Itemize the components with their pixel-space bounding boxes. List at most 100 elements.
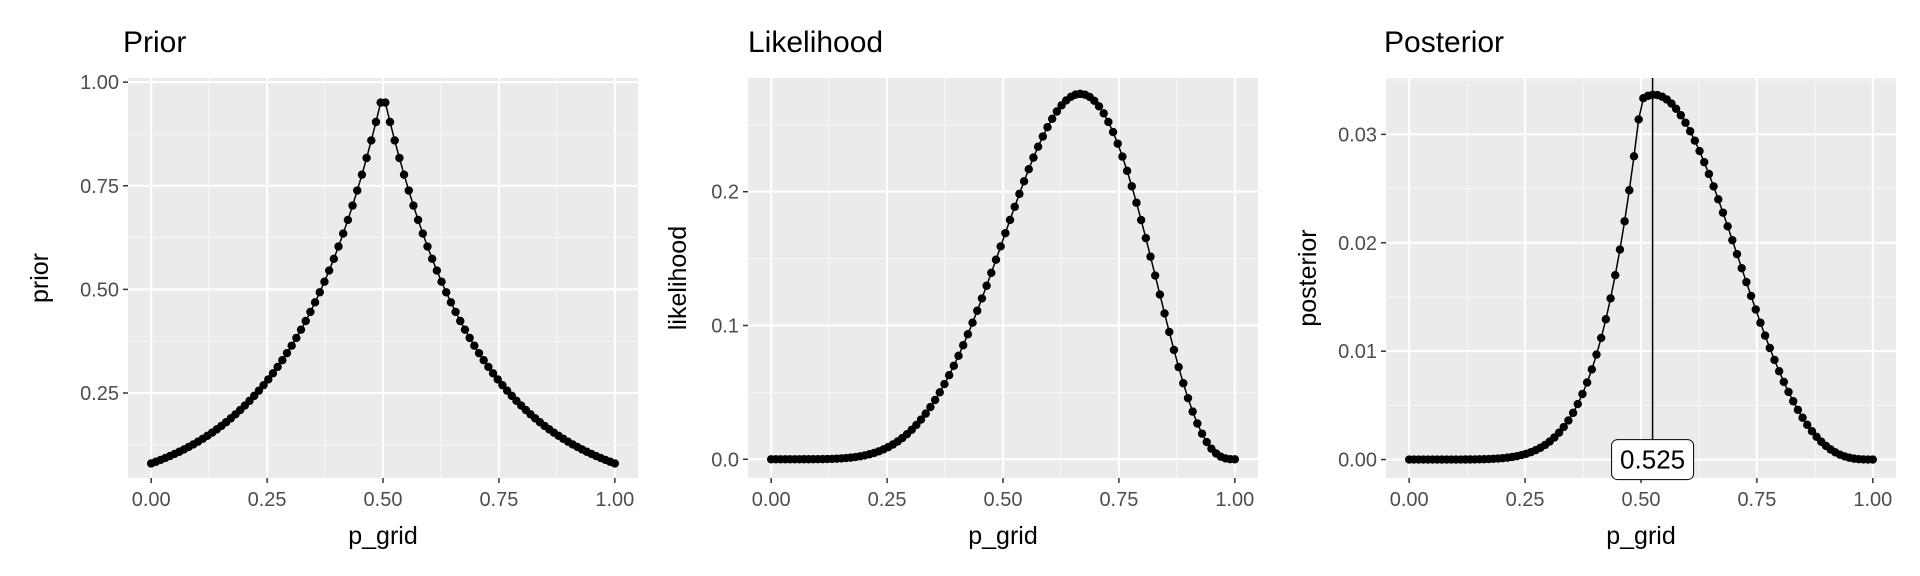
data-point — [1146, 252, 1155, 261]
data-point — [1010, 202, 1019, 211]
x-tick-label: 0.00 — [752, 489, 791, 511]
data-point — [1029, 153, 1038, 162]
y-axis-label: likelihood — [664, 226, 692, 330]
chart-prior: Prior 0.00 0.25 0.50 0.75 1.00 0.25 0.50 0.75 1.0… — [26, 26, 638, 550]
chart-title: Prior — [123, 26, 186, 59]
x-tick-label: 1.00 — [1853, 489, 1892, 511]
data-point — [390, 136, 399, 145]
y-tick-label: 0.2 — [711, 182, 739, 204]
data-point — [1141, 233, 1151, 243]
data-point — [1732, 249, 1742, 259]
chart-likelihood: Likelihood 0.00 0.25 0.50 0.75 1.00 0.0 0.1 0.2 p… — [664, 26, 1258, 550]
data-point — [334, 242, 343, 251]
data-point — [488, 369, 498, 378]
data-point — [278, 356, 287, 365]
data-point — [362, 153, 371, 163]
data-point — [982, 281, 991, 290]
data-point — [930, 395, 940, 405]
data-point — [1554, 428, 1564, 437]
data-point — [1151, 271, 1160, 280]
data-point — [404, 186, 413, 195]
data-point — [442, 288, 451, 297]
data-point — [1132, 198, 1141, 207]
data-point — [921, 409, 930, 418]
data-point — [944, 371, 954, 380]
data-point — [963, 330, 973, 339]
data-point — [1620, 217, 1629, 226]
data-point — [926, 402, 935, 412]
y-tick-label: 0.03 — [1338, 124, 1377, 146]
data-point — [1043, 122, 1052, 132]
data-point — [470, 341, 479, 350]
data-point — [1033, 142, 1043, 151]
data-point — [1695, 146, 1704, 156]
data-point — [1634, 115, 1643, 124]
data-point — [264, 375, 273, 384]
data-point — [493, 375, 502, 384]
data-point — [1798, 413, 1807, 422]
data-point — [273, 362, 282, 372]
data-point — [1756, 318, 1765, 327]
data-point — [1728, 235, 1737, 245]
data-point — [1174, 362, 1183, 372]
data-point — [1155, 290, 1165, 299]
data-point — [310, 298, 320, 307]
data-point — [287, 341, 296, 350]
x-axis-label: p_grid — [1606, 522, 1676, 550]
chart-posterior: Posterior 0.00 0.25 0.50 0.75 1.00 0.00 0.01 0.0… — [1294, 26, 1896, 550]
data-point — [1803, 420, 1812, 430]
y-tick-label: 0.02 — [1338, 233, 1377, 255]
data-point — [1047, 114, 1057, 124]
x-tick-label: 0.25 — [1506, 489, 1545, 511]
x-tick-label: 0.75 — [1099, 489, 1138, 511]
data-point — [484, 362, 493, 372]
data-point — [348, 201, 357, 210]
data-point — [987, 268, 996, 278]
data-point — [357, 170, 367, 179]
data-point — [1582, 378, 1592, 387]
data-point — [437, 277, 446, 286]
data-point — [1742, 277, 1751, 287]
data-point — [371, 117, 381, 127]
data-point — [1113, 139, 1122, 148]
data-point — [1193, 419, 1202, 428]
data-point — [1024, 165, 1033, 174]
data-point — [1179, 379, 1188, 388]
data-point — [1099, 109, 1108, 118]
data-point — [1094, 102, 1104, 111]
data-point — [259, 380, 268, 390]
data-point — [1601, 315, 1611, 324]
data-point — [353, 186, 362, 195]
data-point — [1104, 117, 1113, 127]
data-point — [1160, 309, 1169, 318]
data-point — [1671, 104, 1681, 114]
data-point — [1019, 177, 1029, 186]
data-point — [1015, 189, 1024, 199]
x-tick-label: 1.00 — [595, 489, 634, 511]
x-tick-label: 0.50 — [364, 489, 403, 511]
data-point — [254, 386, 264, 395]
data-point — [1568, 408, 1578, 418]
data-point — [381, 98, 390, 107]
data-point — [1005, 215, 1015, 225]
data-point — [1122, 166, 1132, 176]
data-point — [409, 201, 418, 210]
data-point — [916, 415, 926, 424]
data-point — [268, 369, 278, 378]
data-point — [1746, 291, 1756, 301]
data-point — [949, 361, 959, 370]
data-point — [1709, 182, 1718, 191]
data-point — [474, 348, 484, 358]
x-tick-label: 0.25 — [248, 489, 287, 511]
data-point — [343, 215, 353, 225]
data-point — [1793, 405, 1803, 415]
data-point — [1587, 365, 1597, 374]
data-point — [315, 288, 324, 297]
data-point — [1188, 407, 1197, 416]
data-point — [1807, 427, 1817, 436]
data-point — [1774, 367, 1784, 376]
data-point — [1090, 96, 1099, 106]
data-point — [1868, 455, 1878, 464]
data-point — [1779, 377, 1789, 387]
